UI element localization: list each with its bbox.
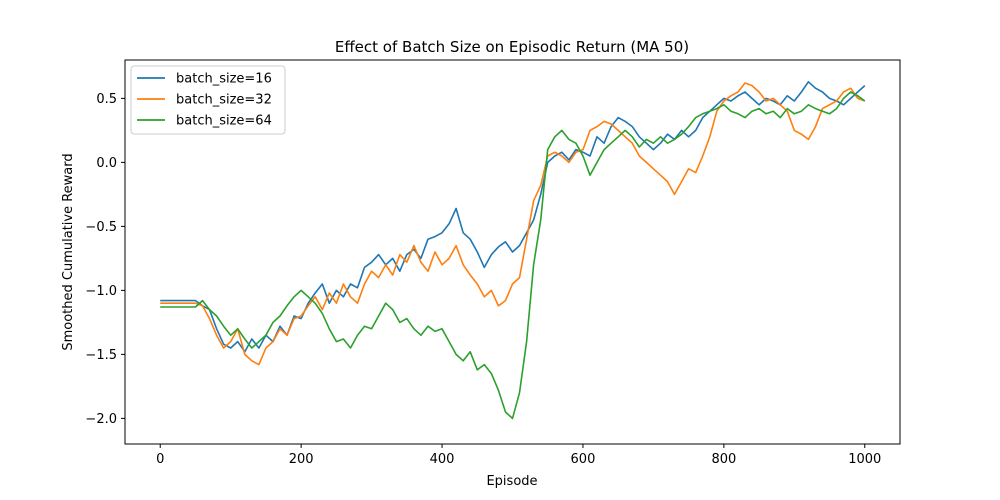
- legend-label-1: batch_size=16: [176, 72, 272, 87]
- y-axis-label: Smoothed Cumulative Reward: [61, 153, 76, 350]
- x-tick-label: 800: [711, 452, 736, 467]
- x-axis-label: Episode: [486, 474, 537, 489]
- y-tick-label: 0.5: [96, 92, 117, 107]
- plot-area-frame: [124, 59, 901, 445]
- y-axis-ticks: −2.0 −1.5 −1.0 −0.5 0.0 0.5: [85, 92, 125, 427]
- legend-box: [130, 65, 286, 135]
- series-lines: [160, 81, 866, 420]
- chart-title: Effect of Batch Size on Episodic Return …: [335, 38, 689, 56]
- y-tick-label: 0.0: [96, 156, 117, 171]
- legend: batch_size=16 batch_size=32 batch_size=64: [130, 65, 286, 135]
- series-line-1: [160, 81, 866, 353]
- y-tick-label: −1.0: [85, 284, 117, 299]
- x-tick-label: 400: [430, 452, 455, 467]
- x-axis-ticks: 0 200 400 600 800 1000: [156, 444, 881, 467]
- x-tick-label: 200: [289, 452, 314, 467]
- legend-label-3: batch_size=64: [176, 114, 272, 129]
- x-tick-label: 1000: [848, 452, 881, 467]
- y-tick-label: −0.5: [85, 220, 117, 235]
- x-tick-label: 0: [156, 452, 164, 467]
- legend-label-2: batch_size=32: [176, 93, 272, 108]
- y-tick-label: −1.5: [85, 348, 117, 363]
- x-tick-label: 600: [571, 452, 596, 467]
- y-tick-label: −2.0: [85, 412, 117, 427]
- series-line-2: [160, 82, 866, 366]
- series-line-3: [160, 91, 866, 420]
